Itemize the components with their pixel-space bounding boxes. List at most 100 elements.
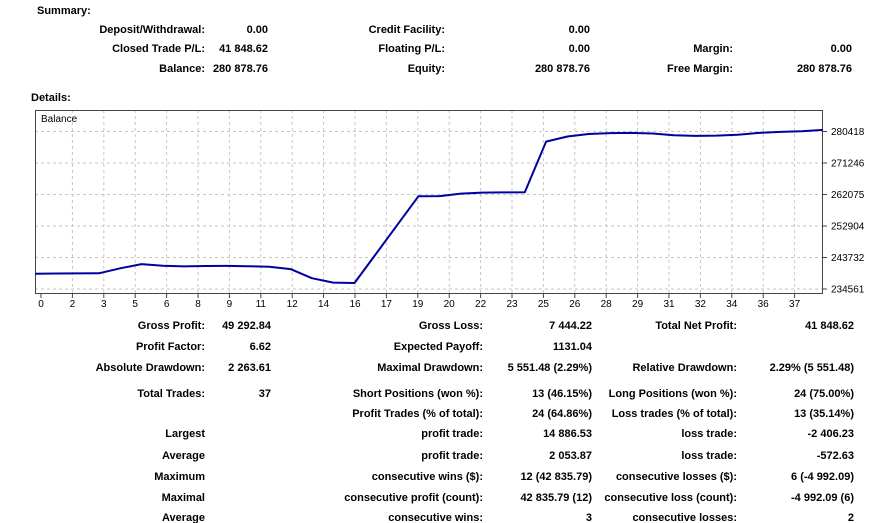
details-label: Maximum: [154, 471, 205, 483]
details-value: 24 (75.00%): [794, 388, 854, 400]
x-axis-label: 6: [164, 299, 170, 310]
details-label: Expected Payoff:: [393, 341, 483, 353]
summary-value: 280 878.76: [796, 63, 852, 75]
details-label: Average: [161, 450, 205, 462]
x-axis-label: 9: [227, 299, 233, 310]
x-axis-label: 25: [538, 299, 550, 310]
details-value: 6 (-4 992.09): [791, 471, 854, 483]
x-axis-label: 28: [601, 299, 613, 310]
summary-value: 280 878.76: [534, 63, 590, 75]
details-value: 12 (42 835.79): [520, 471, 592, 483]
details-label: Maximal Drawdown:: [377, 362, 483, 374]
summary-value: 0.00: [830, 43, 852, 55]
summary-value: 0.00: [568, 24, 590, 36]
details-value: -2 406.23: [807, 428, 854, 440]
summary-value: 0.00: [246, 24, 268, 36]
y-axis-label: 262075: [831, 190, 865, 201]
summary-value: 0.00: [568, 43, 590, 55]
details-label: Long Positions (won %):: [608, 388, 737, 400]
details-label: Absolute Drawdown:: [95, 362, 205, 374]
details-label: Relative Drawdown:: [632, 362, 737, 374]
x-axis-label: 32: [695, 299, 707, 310]
details-label: consecutive profit (count):: [344, 492, 483, 504]
details-value: 41 848.62: [805, 320, 854, 332]
summary-label: Margin:: [693, 43, 733, 55]
details-value: 1131.04: [552, 341, 592, 353]
x-axis-label: 3: [101, 299, 107, 310]
balance-chart: 0 2 3 5 6 8 9 11 12 14 16 17 19 20 22 23 25 26 28 29 31 32 34 3…: [34, 110, 870, 312]
details-label: profit trade:: [421, 450, 483, 462]
y-axis-label: 243732: [831, 253, 865, 264]
details-label: consecutive losses:: [632, 512, 737, 523]
x-axis-label: 19: [412, 299, 424, 310]
x-axis-label: 22: [475, 299, 487, 310]
details-label: Profit Factor:: [135, 341, 205, 353]
details-label: Total Net Profit:: [655, 320, 737, 332]
details-value: 2 263.61: [228, 362, 271, 374]
details-value: 24 (64.86%): [532, 408, 592, 420]
balance-chart-svg: 0 2 3 5 6 8 9 11 12 14 16 17 19 20 22 23 25 26 28 29 31 32 34 3…: [34, 110, 865, 310]
details-value: -572.63: [816, 450, 854, 462]
x-axis-label: 34: [726, 299, 738, 310]
y-axis-label: 280418: [831, 127, 865, 138]
x-axis-label: 14: [318, 299, 330, 310]
y-axis-label: 234561: [831, 284, 865, 295]
details-value: 2.29% (5 551.48): [769, 362, 854, 374]
details-label: Loss trades (% of total):: [611, 408, 737, 420]
details-label: consecutive losses ($):: [615, 471, 737, 483]
details-value: 14 886.53: [543, 428, 592, 440]
details-label: Short Positions (won %):: [352, 388, 483, 400]
summary-label: Free Margin:: [666, 63, 733, 75]
summary-label: Floating P/L:: [378, 43, 445, 55]
details-value: 13 (35.14%): [794, 408, 854, 420]
details-value: 2: [847, 512, 854, 523]
balance-line: [34, 128, 824, 284]
details-label: Total Trades:: [137, 388, 205, 400]
x-axis-label: 2: [70, 299, 76, 310]
y-axis-label: 252904: [831, 221, 865, 232]
x-axis-label: 17: [381, 299, 393, 310]
details-label: consecutive loss (count):: [604, 492, 737, 504]
chart-series-label: Balance: [41, 114, 78, 125]
summary-label: Deposit/Withdrawal:: [99, 24, 205, 36]
details-value: 42 835.79 (12): [520, 492, 592, 504]
x-axis-label: 31: [663, 299, 675, 310]
chart-border: [35, 110, 823, 294]
x-axis-label: 20: [444, 299, 456, 310]
details-value: 7 444.22: [549, 320, 592, 332]
details-label: Largest: [165, 428, 205, 440]
details-label: Profit Trades (% of total):: [352, 408, 483, 420]
x-axis-label: 11: [256, 299, 267, 310]
details-value: 5 551.48 (2.29%): [507, 362, 592, 374]
details-label: loss trade:: [681, 450, 737, 462]
x-axis-label: 36: [758, 299, 770, 310]
x-axis-label: 16: [349, 299, 361, 310]
details-value: 13 (46.15%): [532, 388, 592, 400]
x-axis-label: 12: [287, 299, 299, 310]
details-value: 49 292.84: [222, 320, 271, 332]
x-axis-label: 37: [789, 299, 801, 310]
x-axis-label: 23: [506, 299, 518, 310]
y-axis-label: 271246: [831, 159, 865, 170]
details-label: Maximal: [161, 492, 205, 504]
x-axis-label: 5: [132, 299, 138, 310]
details-value: 6.62: [249, 341, 271, 353]
details-value: 2 053.87: [549, 450, 592, 462]
details-label: profit trade:: [421, 428, 483, 440]
x-axis-label: 0: [38, 299, 44, 310]
summary-heading: Summary:: [37, 5, 91, 17]
details-label: loss trade:: [681, 428, 737, 440]
details-label: consecutive wins:: [388, 512, 483, 523]
x-axis-label: 8: [195, 299, 201, 310]
details-heading: Details:: [31, 92, 71, 104]
details-value: 3: [585, 512, 592, 523]
details-value: -4 992.09 (6): [791, 492, 854, 504]
summary-value: 41 848.62: [219, 43, 268, 55]
summary-label: Credit Facility:: [368, 24, 445, 36]
details-label: Gross Loss:: [418, 320, 483, 332]
summary-value: 280 878.76: [212, 63, 268, 75]
details-value: 37: [258, 388, 271, 400]
summary-label: Balance:: [159, 63, 205, 75]
summary-label: Closed Trade P/L:: [112, 43, 205, 55]
